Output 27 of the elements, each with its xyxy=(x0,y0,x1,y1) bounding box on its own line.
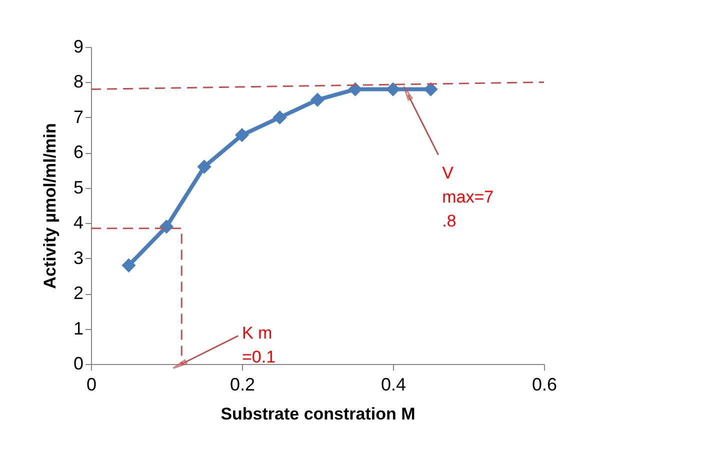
point xyxy=(159,220,174,234)
point xyxy=(348,82,362,96)
point xyxy=(197,160,212,174)
y-tick-label: 6 xyxy=(73,142,84,162)
point xyxy=(310,92,325,107)
x-tick-label: 0.2 xyxy=(230,374,256,394)
point xyxy=(122,258,136,272)
y-tick-label: 5 xyxy=(73,177,84,198)
y-tick-label: 0 xyxy=(73,354,84,374)
point xyxy=(234,128,250,142)
y-tick-label: 4 xyxy=(73,212,84,233)
y-tick-label: 9 xyxy=(73,36,84,56)
annotation: V max=7 .8 xyxy=(442,163,494,230)
y-tick-label: 8 xyxy=(73,72,84,92)
y-axis-title: Activity µmol/ml/min xyxy=(40,123,60,289)
y-tick-label: 3 xyxy=(73,248,84,268)
x-tick-label: 0.4 xyxy=(380,374,406,394)
x-tick-label: 0.6 xyxy=(532,374,558,394)
point xyxy=(272,110,287,125)
y-tick-label: 1 xyxy=(73,318,84,338)
y-tick-label: 2 xyxy=(73,283,84,304)
annotation: K m =0.1 xyxy=(242,323,276,366)
point xyxy=(386,82,400,96)
point xyxy=(424,82,438,96)
x-tick-label: 0 xyxy=(86,374,97,394)
y-tick-label: 7 xyxy=(73,106,84,127)
x-axis-title: Substrate constration M xyxy=(220,404,416,424)
